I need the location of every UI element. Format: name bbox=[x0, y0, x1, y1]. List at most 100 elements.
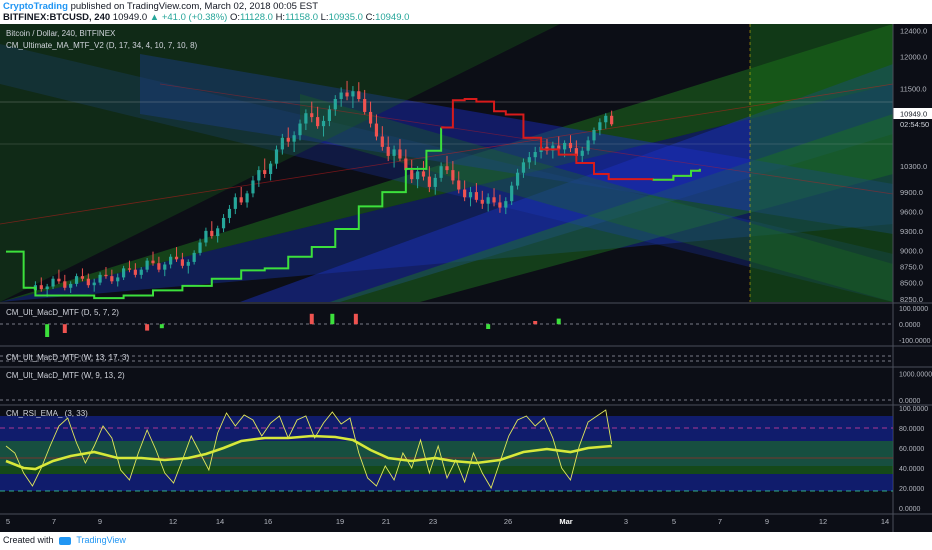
price-tick-label: 12000.0 bbox=[900, 52, 927, 61]
candle-body bbox=[51, 278, 55, 287]
price-tick-label: 9300.0 bbox=[900, 227, 923, 236]
candle-body bbox=[527, 157, 531, 163]
time-tick-label: 14 bbox=[881, 517, 889, 526]
time-tick-label: 9 bbox=[765, 517, 769, 526]
candle-body bbox=[310, 113, 314, 118]
ma-line-rising bbox=[652, 168, 701, 181]
time-axis[interactable]: 5 7 9 12 14 16 19 21 23 26 Mar 3 5 7 9 12 14 bbox=[6, 517, 889, 526]
tradingview-logo-icon bbox=[59, 536, 72, 545]
open-label: O: bbox=[229, 12, 240, 23]
time-tick-label: 16 bbox=[264, 517, 272, 526]
candle-body bbox=[204, 230, 208, 243]
candle-body bbox=[363, 98, 367, 112]
candle-body bbox=[463, 189, 467, 198]
candle-body bbox=[451, 170, 455, 181]
candle-body bbox=[351, 91, 355, 97]
main-chart-title: Bitcoin / Dollar, 240, BITFINEX bbox=[6, 29, 116, 38]
time-tick-label: 12 bbox=[169, 517, 177, 526]
candle-body bbox=[39, 285, 43, 290]
rsi-tick-label: 20.0000 bbox=[899, 486, 924, 493]
macd-bar bbox=[62, 324, 67, 333]
candle-body bbox=[357, 91, 361, 99]
candle-body bbox=[180, 259, 184, 266]
macd-bar bbox=[486, 324, 491, 329]
ma-line-rising bbox=[6, 127, 443, 300]
price-tick-label: 9900.0 bbox=[900, 188, 923, 197]
publisher-username[interactable]: CryptoTrading bbox=[3, 1, 68, 12]
candle-body bbox=[486, 197, 490, 204]
candle-body bbox=[145, 260, 149, 270]
time-tick-label: 23 bbox=[429, 517, 437, 526]
candle-body bbox=[333, 98, 337, 110]
candle-body bbox=[410, 170, 414, 180]
macd-bar bbox=[309, 313, 314, 325]
macd-pane-2[interactable]: CM_Ult_MacD_MTF (W, 13, 17, 3) bbox=[0, 353, 893, 362]
candle-body bbox=[286, 137, 290, 142]
macd-1-axis[interactable]: 100.0000 0.0000 -100.0000 bbox=[899, 306, 931, 345]
candle-body bbox=[386, 146, 390, 156]
candle-body bbox=[186, 261, 190, 266]
symbol-quote-line: BITFINEX:BTCUSD, 240 10949.0 ▲ +41.0 (+0… bbox=[3, 12, 409, 23]
rsi-ema-line bbox=[5, 434, 612, 471]
macd-bar bbox=[353, 313, 358, 325]
last-price: 10949.0 bbox=[112, 12, 148, 23]
candle-body bbox=[574, 148, 578, 156]
candle-body bbox=[157, 263, 161, 270]
price-pane[interactable]: Bitcoin / Dollar, 240, BITFINEX CM_Ultim… bbox=[0, 24, 932, 532]
macd-pane-1[interactable]: CM_Ult_MacD_MTF (D, 5, 7, 2) 100.0000 0.0… bbox=[0, 306, 931, 345]
rsi-pane[interactable]: CM_RSI_EMA_ (3, 33) 100.0000 80.0000 60.00… bbox=[0, 406, 928, 513]
published-text: published on TradingView.com, March 02, … bbox=[70, 1, 319, 12]
tradingview-link[interactable]: TradingView bbox=[76, 535, 126, 545]
candle-body bbox=[239, 197, 243, 203]
candle-body bbox=[210, 230, 214, 237]
candle-body bbox=[498, 202, 502, 208]
candle-body bbox=[457, 180, 461, 190]
current-price-badge bbox=[893, 108, 932, 119]
candle-body bbox=[404, 158, 408, 171]
candle-body bbox=[515, 172, 520, 186]
price-tick-label: 12400.0 bbox=[900, 26, 927, 35]
candle-body bbox=[368, 111, 373, 124]
time-tick-label: 3 bbox=[624, 517, 628, 526]
price-tick-label: 8500.0 bbox=[900, 279, 923, 288]
candle-body bbox=[598, 122, 602, 131]
candle-body bbox=[586, 140, 590, 151]
candle-body bbox=[398, 149, 402, 159]
candle-body bbox=[510, 185, 514, 202]
candle-body bbox=[57, 278, 61, 282]
candle-body bbox=[127, 268, 132, 270]
rsi-lines bbox=[5, 409, 613, 490]
candle-body bbox=[316, 117, 320, 127]
candle-body bbox=[533, 152, 537, 158]
high-value: 11158.0 bbox=[285, 12, 318, 23]
time-tick-label: 7 bbox=[718, 517, 722, 526]
close-label: C: bbox=[365, 12, 376, 23]
rsi-tick-label: 100.0000 bbox=[899, 406, 928, 413]
macd-tick-label: -100.0000 bbox=[899, 338, 931, 345]
candle-body bbox=[439, 166, 443, 178]
candle-body bbox=[280, 137, 284, 150]
rsi-axis[interactable]: 100.0000 80.0000 60.0000 40.0000 20.0000 0.00… bbox=[899, 406, 928, 513]
candle-body bbox=[304, 113, 308, 124]
candle-body bbox=[563, 142, 567, 150]
candle-body bbox=[227, 208, 232, 218]
candle-body bbox=[427, 176, 431, 187]
low-value: 10935.0 bbox=[328, 12, 363, 23]
time-tick-label: 9 bbox=[98, 517, 102, 526]
candle-body bbox=[198, 242, 202, 253]
candle-body bbox=[380, 136, 384, 147]
price-tick-label: 9000.0 bbox=[900, 246, 923, 255]
trading-chart[interactable]: Bitcoin / Dollar, 240, BITFINEX CM_Ultim… bbox=[0, 24, 932, 532]
candle-body bbox=[321, 120, 326, 127]
price-change: ▲ +41.0 (+0.38%) bbox=[149, 12, 228, 23]
macd-pane-3[interactable]: CM_Ult_MacD_MTF (W, 9, 13, 2) 1000.0000 0… bbox=[0, 371, 932, 405]
candle-body bbox=[580, 150, 584, 156]
footer: Created with TradingView bbox=[3, 535, 126, 545]
symbol-label: BITFINEX:BTCUSD, 240 bbox=[3, 12, 111, 23]
candle-body bbox=[392, 149, 396, 156]
candle-body bbox=[274, 149, 279, 164]
candle-body bbox=[480, 199, 484, 204]
macd-3-axis[interactable]: 1000.0000 0.0000 bbox=[899, 371, 932, 405]
candle-body bbox=[269, 163, 273, 174]
macd-histogram bbox=[45, 313, 561, 337]
